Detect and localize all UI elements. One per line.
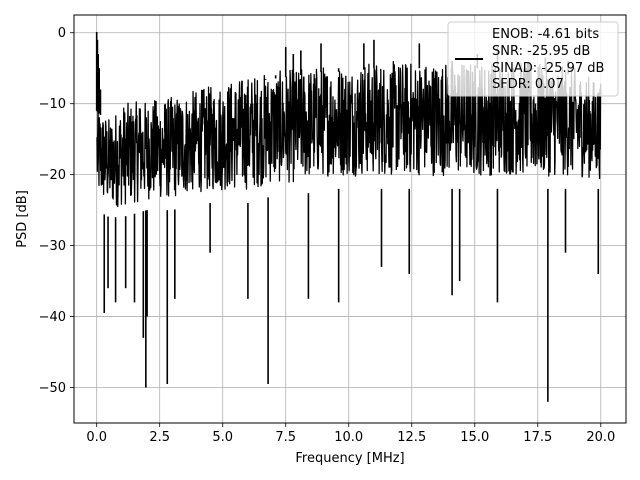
- x-tick-label: 20.0: [586, 430, 615, 445]
- y-tick-label: −40: [39, 310, 66, 325]
- legend-box: [447, 21, 619, 97]
- y-tick-label: −50: [39, 381, 66, 396]
- legend-entry-enob: ENOB: -4.61 bits: [492, 27, 599, 42]
- axis-ticks: 0.0 2.5 5.0 7.5 10.0 12.5 15.0 17.5 20.0 0 −10 −20 −…: [39, 26, 616, 445]
- x-tick-label: 7.5: [275, 430, 296, 445]
- x-axis-label: Frequency [MHz]: [295, 451, 404, 466]
- x-tick-label: 5.0: [212, 430, 233, 445]
- psd-trace: [96, 60, 602, 208]
- y-tick-label: −20: [39, 168, 66, 183]
- legend: ENOB: -4.61 bits SNR: -25.95 dB SINAD: -…: [447, 21, 619, 97]
- y-tick-label: −30: [39, 239, 66, 254]
- legend-entry-sinad: SINAD: -25.97 dB: [492, 61, 604, 76]
- legend-entry-sfdr: SFDR: 0.07: [492, 77, 564, 92]
- x-tick-label: 0.0: [86, 430, 107, 445]
- x-tick-label: 10.0: [334, 430, 363, 445]
- legend-entry-snr: SNR: -25.95 dB: [492, 44, 590, 59]
- x-tick-label: 2.5: [149, 430, 170, 445]
- y-tick-label: 0: [58, 26, 66, 41]
- plot-frame: [73, 14, 627, 424]
- y-tick-label: −10: [39, 97, 66, 112]
- x-tick-label: 15.0: [460, 430, 489, 445]
- x-tick-label: 12.5: [397, 430, 426, 445]
- x-tick-label: 17.5: [523, 430, 552, 445]
- y-axis-label: PSD [dB]: [15, 190, 30, 248]
